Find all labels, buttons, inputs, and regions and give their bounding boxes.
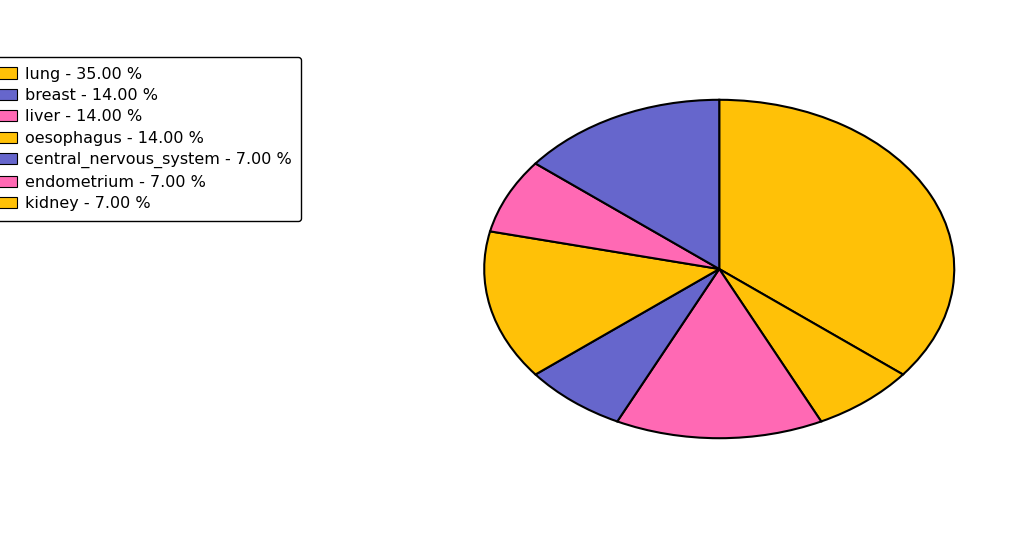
Wedge shape [719,269,903,421]
Legend: lung - 35.00 %, breast - 14.00 %, liver - 14.00 %, oesophagus - 14.00 %, central: lung - 35.00 %, breast - 14.00 %, liver … [0,57,301,221]
Wedge shape [484,231,719,374]
Wedge shape [536,100,719,269]
Wedge shape [617,269,822,438]
Wedge shape [536,269,719,421]
Wedge shape [490,164,719,269]
Wedge shape [719,100,954,374]
